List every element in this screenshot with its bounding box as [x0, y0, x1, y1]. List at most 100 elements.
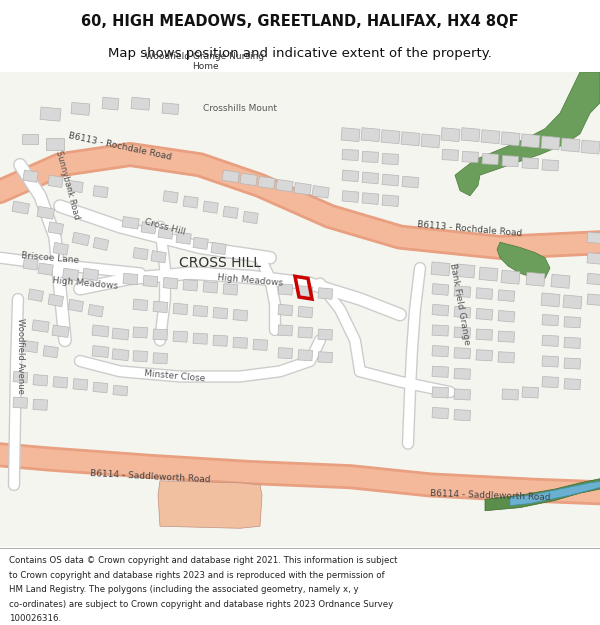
Bar	[223, 284, 238, 295]
Text: Bank Field Grange: Bank Field Grange	[448, 262, 472, 346]
Bar	[587, 253, 600, 264]
Bar	[33, 399, 47, 410]
Bar	[564, 358, 581, 369]
Text: Minster Close: Minster Close	[144, 369, 206, 384]
Polygon shape	[0, 72, 600, 547]
Bar	[476, 308, 493, 320]
Bar	[153, 329, 167, 340]
Bar	[223, 206, 238, 219]
Bar	[53, 242, 68, 255]
Bar	[564, 379, 581, 390]
Bar	[401, 132, 420, 146]
Bar	[23, 258, 38, 270]
Bar	[318, 288, 333, 299]
Bar	[93, 238, 109, 251]
Bar	[183, 279, 198, 291]
Polygon shape	[485, 477, 600, 511]
Text: B6113 - Rochdale Road: B6113 - Rochdale Road	[68, 131, 172, 162]
Bar	[551, 274, 570, 288]
Bar	[143, 276, 158, 287]
Bar	[564, 338, 581, 349]
Bar	[122, 216, 139, 229]
Bar	[193, 333, 208, 344]
Bar	[432, 304, 449, 316]
Bar	[193, 305, 208, 317]
Bar	[83, 268, 99, 281]
Bar	[72, 232, 90, 246]
Bar	[521, 134, 540, 148]
Bar	[43, 346, 58, 358]
Bar	[542, 335, 559, 346]
Bar	[561, 138, 580, 152]
Text: Contains OS data © Crown copyright and database right 2021. This information is : Contains OS data © Crown copyright and d…	[9, 556, 398, 565]
Bar	[318, 352, 332, 362]
Bar	[362, 192, 379, 204]
Bar	[361, 127, 380, 142]
Polygon shape	[497, 242, 550, 278]
Text: High Meadows: High Meadows	[52, 276, 118, 291]
Bar	[243, 211, 258, 224]
Text: B6114 - Saddleworth Road: B6114 - Saddleworth Road	[89, 469, 211, 484]
Polygon shape	[455, 72, 600, 196]
Bar	[68, 181, 83, 192]
Bar	[587, 294, 600, 306]
Bar	[421, 134, 440, 148]
Bar	[312, 186, 329, 198]
Bar	[258, 176, 275, 189]
Bar	[153, 352, 167, 364]
Bar	[92, 325, 109, 337]
Bar	[33, 374, 48, 386]
Bar	[213, 308, 228, 319]
Bar	[133, 299, 148, 311]
Bar	[278, 325, 293, 336]
Bar	[193, 238, 208, 249]
Text: Cross Hill: Cross Hill	[143, 217, 187, 236]
Bar	[381, 130, 400, 144]
Bar	[162, 103, 179, 114]
Text: co-ordinates) are subject to Crown copyright and database rights 2023 Ordnance S: co-ordinates) are subject to Crown copyr…	[9, 599, 393, 609]
Bar	[432, 325, 449, 336]
Bar	[113, 385, 128, 396]
Bar	[13, 397, 28, 408]
Bar	[432, 346, 449, 357]
Text: Woodfield Avenue: Woodfield Avenue	[16, 318, 25, 394]
Text: Woodfield Grange Nursing
Home: Woodfield Grange Nursing Home	[145, 52, 265, 71]
Text: Sunnybank Road: Sunnybank Road	[55, 150, 82, 221]
Bar	[38, 263, 53, 275]
Bar	[502, 156, 518, 167]
Bar	[498, 331, 515, 342]
Bar	[173, 303, 188, 315]
Bar	[102, 98, 119, 110]
Bar	[581, 140, 600, 154]
Bar	[151, 251, 166, 263]
Bar	[432, 387, 449, 398]
Bar	[462, 151, 479, 162]
Bar	[73, 379, 88, 390]
Bar	[153, 301, 168, 312]
Bar	[52, 325, 69, 338]
Bar	[454, 286, 471, 298]
Bar	[382, 174, 399, 186]
Bar	[133, 327, 148, 338]
Bar	[211, 242, 226, 254]
Text: B6113 - Rochdale Road: B6113 - Rochdale Road	[417, 220, 523, 238]
Bar	[278, 348, 293, 359]
Polygon shape	[158, 481, 262, 528]
Bar	[163, 191, 178, 203]
Bar	[526, 272, 545, 286]
Bar	[432, 284, 449, 296]
Bar	[498, 311, 515, 322]
Bar	[48, 175, 63, 188]
Bar	[123, 273, 138, 285]
Text: CROSS HILL: CROSS HILL	[179, 256, 261, 270]
Bar	[112, 349, 129, 361]
Bar	[432, 408, 449, 419]
Bar	[362, 151, 379, 162]
Bar	[502, 389, 518, 400]
Bar	[454, 306, 471, 318]
Text: Briscoe Lane: Briscoe Lane	[21, 251, 79, 265]
Bar	[71, 102, 90, 116]
Bar	[402, 176, 419, 188]
Bar	[542, 314, 559, 326]
Text: B6114 - Saddleworth Road: B6114 - Saddleworth Road	[430, 489, 550, 502]
